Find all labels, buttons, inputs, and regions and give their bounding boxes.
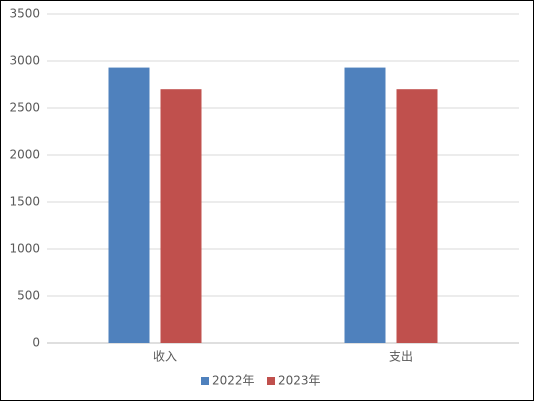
- y-tick-label: 2500: [9, 101, 40, 115]
- bar: [160, 89, 202, 343]
- legend-label: 2022年: [212, 374, 255, 388]
- bar: [344, 67, 386, 343]
- x-tick-label: 支出: [389, 350, 413, 364]
- bar: [108, 67, 150, 343]
- y-tick-label: 2000: [9, 148, 40, 162]
- y-tick-label: 3000: [9, 54, 40, 68]
- y-tick-label: 0: [32, 336, 40, 350]
- y-tick-label: 500: [17, 289, 40, 303]
- y-tick-label: 3500: [9, 7, 40, 21]
- legend-swatch: [201, 377, 209, 385]
- legend-label: 2023年: [278, 374, 321, 388]
- y-tick-label: 1000: [9, 242, 40, 256]
- legend-swatch: [267, 377, 275, 385]
- bar: [396, 89, 438, 343]
- x-tick-label: 收入: [153, 350, 177, 364]
- y-tick-label: 1500: [9, 195, 40, 209]
